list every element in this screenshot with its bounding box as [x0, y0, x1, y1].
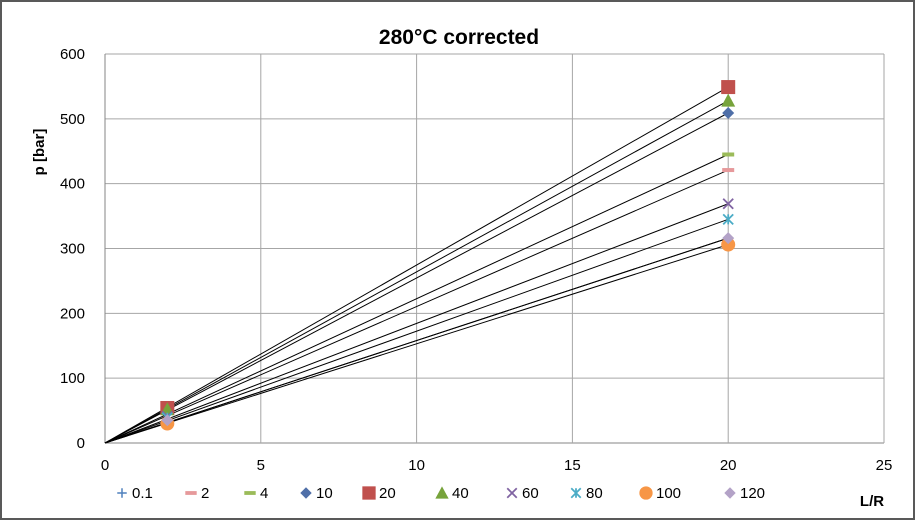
trendline-100 — [104, 244, 729, 444]
legend-label: 60 — [522, 485, 539, 502]
legend-label: 120 — [740, 485, 765, 502]
data-point-2 — [722, 168, 735, 173]
y-tick-label: 200 — [60, 305, 85, 322]
y-tick-label: 100 — [60, 370, 85, 387]
data-point-120 — [161, 414, 174, 427]
x-tick-label: 0 — [101, 457, 109, 474]
legend-label: 10 — [316, 485, 333, 502]
data-point-100 — [721, 237, 736, 252]
legend-label: 100 — [656, 485, 681, 502]
trendline-20 — [104, 86, 729, 444]
legend-label: 40 — [452, 485, 469, 502]
data-point-80 — [722, 213, 734, 225]
legend-marker — [185, 491, 197, 495]
legend-marker — [244, 491, 256, 495]
legend-marker — [117, 488, 127, 498]
data-point-60 — [722, 198, 734, 210]
legend-marker — [570, 487, 582, 499]
grid-layer — [104, 53, 885, 444]
legend-item: 100 — [639, 485, 681, 502]
legend-item: 40 — [435, 485, 469, 502]
x-tick-label: 5 — [257, 457, 265, 474]
legend-marker — [435, 486, 449, 499]
trendline-4 — [104, 154, 729, 444]
trendline-10 — [104, 112, 729, 444]
legend-item: 4 — [244, 485, 268, 502]
legend: 0.1 2 4 10 20 40 60 80 100 120 — [117, 485, 765, 502]
x-axis-title: L/R — [860, 493, 884, 510]
legend-item: 120 — [724, 485, 765, 502]
legend-label: 0.1 — [132, 485, 153, 502]
y-tick-label: 600 — [60, 46, 85, 63]
y-tick-label: 500 — [60, 111, 85, 128]
trendline-2 — [104, 169, 729, 444]
x-tick-label: 20 — [720, 457, 737, 474]
legend-label: 20 — [379, 485, 396, 502]
tick-layer: 0 100 200 300 400 500 600 0 5 10 15 20 25 — [60, 46, 892, 474]
marker-layer — [160, 80, 736, 431]
trendline-80 — [104, 218, 729, 444]
x-tick-label: 15 — [564, 457, 581, 474]
legend-item: 0.1 — [117, 485, 153, 502]
y-tick-label: 300 — [60, 241, 85, 258]
x-tick-label: 25 — [876, 457, 893, 474]
legend-marker — [506, 487, 518, 499]
legend-item: 60 — [506, 485, 539, 502]
legend-marker — [362, 486, 376, 500]
legend-label: 4 — [260, 485, 268, 502]
trend-layer — [104, 86, 729, 444]
legend-item: 20 — [362, 485, 396, 502]
legend-item: 80 — [570, 485, 603, 502]
trendline-120 — [104, 237, 729, 444]
data-point-10 — [722, 106, 735, 119]
legend-item: 2 — [185, 485, 209, 502]
y-tick-label: 400 — [60, 176, 85, 193]
x-tick-label: 10 — [408, 457, 425, 474]
y-tick-label: 0 — [77, 435, 85, 452]
y-axis-title: p [bar] — [31, 129, 48, 176]
data-point-20 — [721, 80, 736, 95]
data-point-4 — [722, 152, 735, 157]
legend-label: 80 — [586, 485, 603, 502]
trendline-40 — [104, 100, 729, 444]
trendline-60 — [104, 203, 729, 444]
legend-marker — [639, 486, 653, 500]
chart-title: 280°C corrected — [379, 26, 539, 49]
legend-label: 2 — [201, 485, 209, 502]
data-point-120 — [722, 232, 735, 245]
legend-item: 10 — [300, 485, 333, 502]
legend-marker — [300, 487, 312, 499]
legend-marker — [724, 487, 736, 499]
data-point-40 — [721, 93, 736, 107]
